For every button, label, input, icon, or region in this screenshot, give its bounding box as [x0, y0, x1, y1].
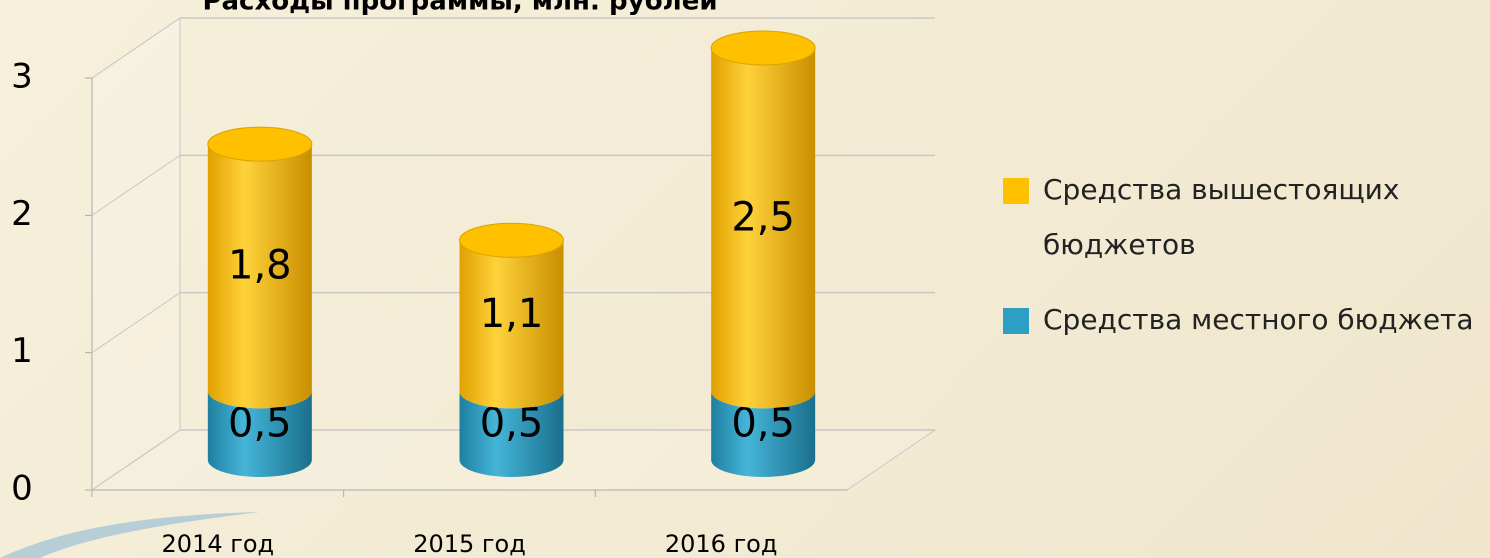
- bar-top: [207, 126, 313, 162]
- legend-item: Средства вышестоящих бюджетов: [1003, 162, 1483, 272]
- bar-segment: [459, 391, 564, 478]
- x-tick-label: 2015 год: [413, 530, 526, 558]
- y-tick-label: 1: [11, 331, 33, 371]
- legend-swatch: [1003, 178, 1029, 204]
- y-tick-label: 2: [11, 194, 33, 234]
- y-tick-label: 0: [11, 469, 33, 509]
- legend-label: Средства местного бюджета: [1043, 303, 1474, 336]
- grid-line: [91, 17, 181, 79]
- bar-top: [459, 222, 564, 258]
- legend-swatch: [1003, 308, 1029, 334]
- grid-line: [91, 292, 181, 354]
- bar-segment: [207, 391, 312, 477]
- grid-line: [91, 429, 181, 491]
- side-wall: [91, 17, 181, 491]
- bar-top: [710, 30, 816, 66]
- data-label: 1,8: [228, 243, 292, 289]
- x-tick-label: 2014 год: [162, 530, 275, 558]
- y-tick-label: 3: [11, 57, 33, 97]
- bar-segment: [207, 144, 312, 409]
- decoration: [0, 512, 260, 558]
- bar-segment: [711, 48, 816, 409]
- legend-label: Средства вышестоящих бюджетов: [1043, 173, 1400, 261]
- chart-title: Расходы программы, млн. рублей: [202, 0, 717, 17]
- bar-segment: [459, 240, 564, 409]
- data-label: 1,1: [480, 291, 544, 337]
- x-tick-label: 2016 год: [665, 530, 778, 558]
- bar-segment: [711, 391, 816, 478]
- grid-line: [91, 154, 181, 216]
- data-label: 2,5: [731, 195, 795, 241]
- legend-item: Средства местного бюджета: [1003, 292, 1483, 347]
